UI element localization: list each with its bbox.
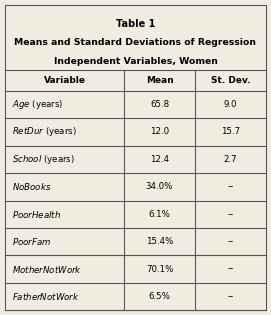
Text: 2.7: 2.7 [224, 155, 237, 164]
Text: 15.4%: 15.4% [146, 237, 173, 246]
Text: $\mathit{NoBooks}$: $\mathit{NoBooks}$ [12, 181, 52, 192]
Text: $\mathit{MotherNotWork}$: $\mathit{MotherNotWork}$ [12, 264, 82, 275]
Text: --: -- [227, 237, 234, 246]
Text: 34.0%: 34.0% [146, 182, 173, 191]
Text: 70.1%: 70.1% [146, 265, 173, 274]
Text: $\mathit{PoorFam}$: $\mathit{PoorFam}$ [12, 236, 51, 247]
Text: Table 1: Table 1 [116, 20, 155, 29]
Text: $\mathit{School}$ (years): $\mathit{School}$ (years) [12, 153, 75, 166]
Text: --: -- [227, 182, 234, 191]
Text: 15.7: 15.7 [221, 128, 240, 136]
Text: Independent Variables, Women: Independent Variables, Women [54, 57, 217, 66]
Text: Variable: Variable [44, 76, 86, 85]
Text: $\mathit{RetDur}$ (years): $\mathit{RetDur}$ (years) [12, 125, 77, 139]
Text: 12.4: 12.4 [150, 155, 169, 164]
Text: $\mathit{PoorHealth}$: $\mathit{PoorHealth}$ [12, 209, 61, 220]
Text: $\mathit{FatherNotWork}$: $\mathit{FatherNotWork}$ [12, 291, 80, 302]
Text: 6.1%: 6.1% [149, 210, 170, 219]
Text: --: -- [227, 265, 234, 274]
Text: 65.8: 65.8 [150, 100, 169, 109]
Text: 6.5%: 6.5% [149, 292, 170, 301]
Text: Mean: Mean [146, 76, 173, 85]
Text: 12.0: 12.0 [150, 128, 169, 136]
Text: 9.0: 9.0 [224, 100, 237, 109]
Text: St. Dev.: St. Dev. [211, 76, 250, 85]
Text: Means and Standard Deviations of Regression: Means and Standard Deviations of Regress… [15, 38, 256, 47]
Text: $\mathit{Age}$ (years): $\mathit{Age}$ (years) [12, 98, 64, 111]
Text: --: -- [227, 292, 234, 301]
Text: --: -- [227, 210, 234, 219]
